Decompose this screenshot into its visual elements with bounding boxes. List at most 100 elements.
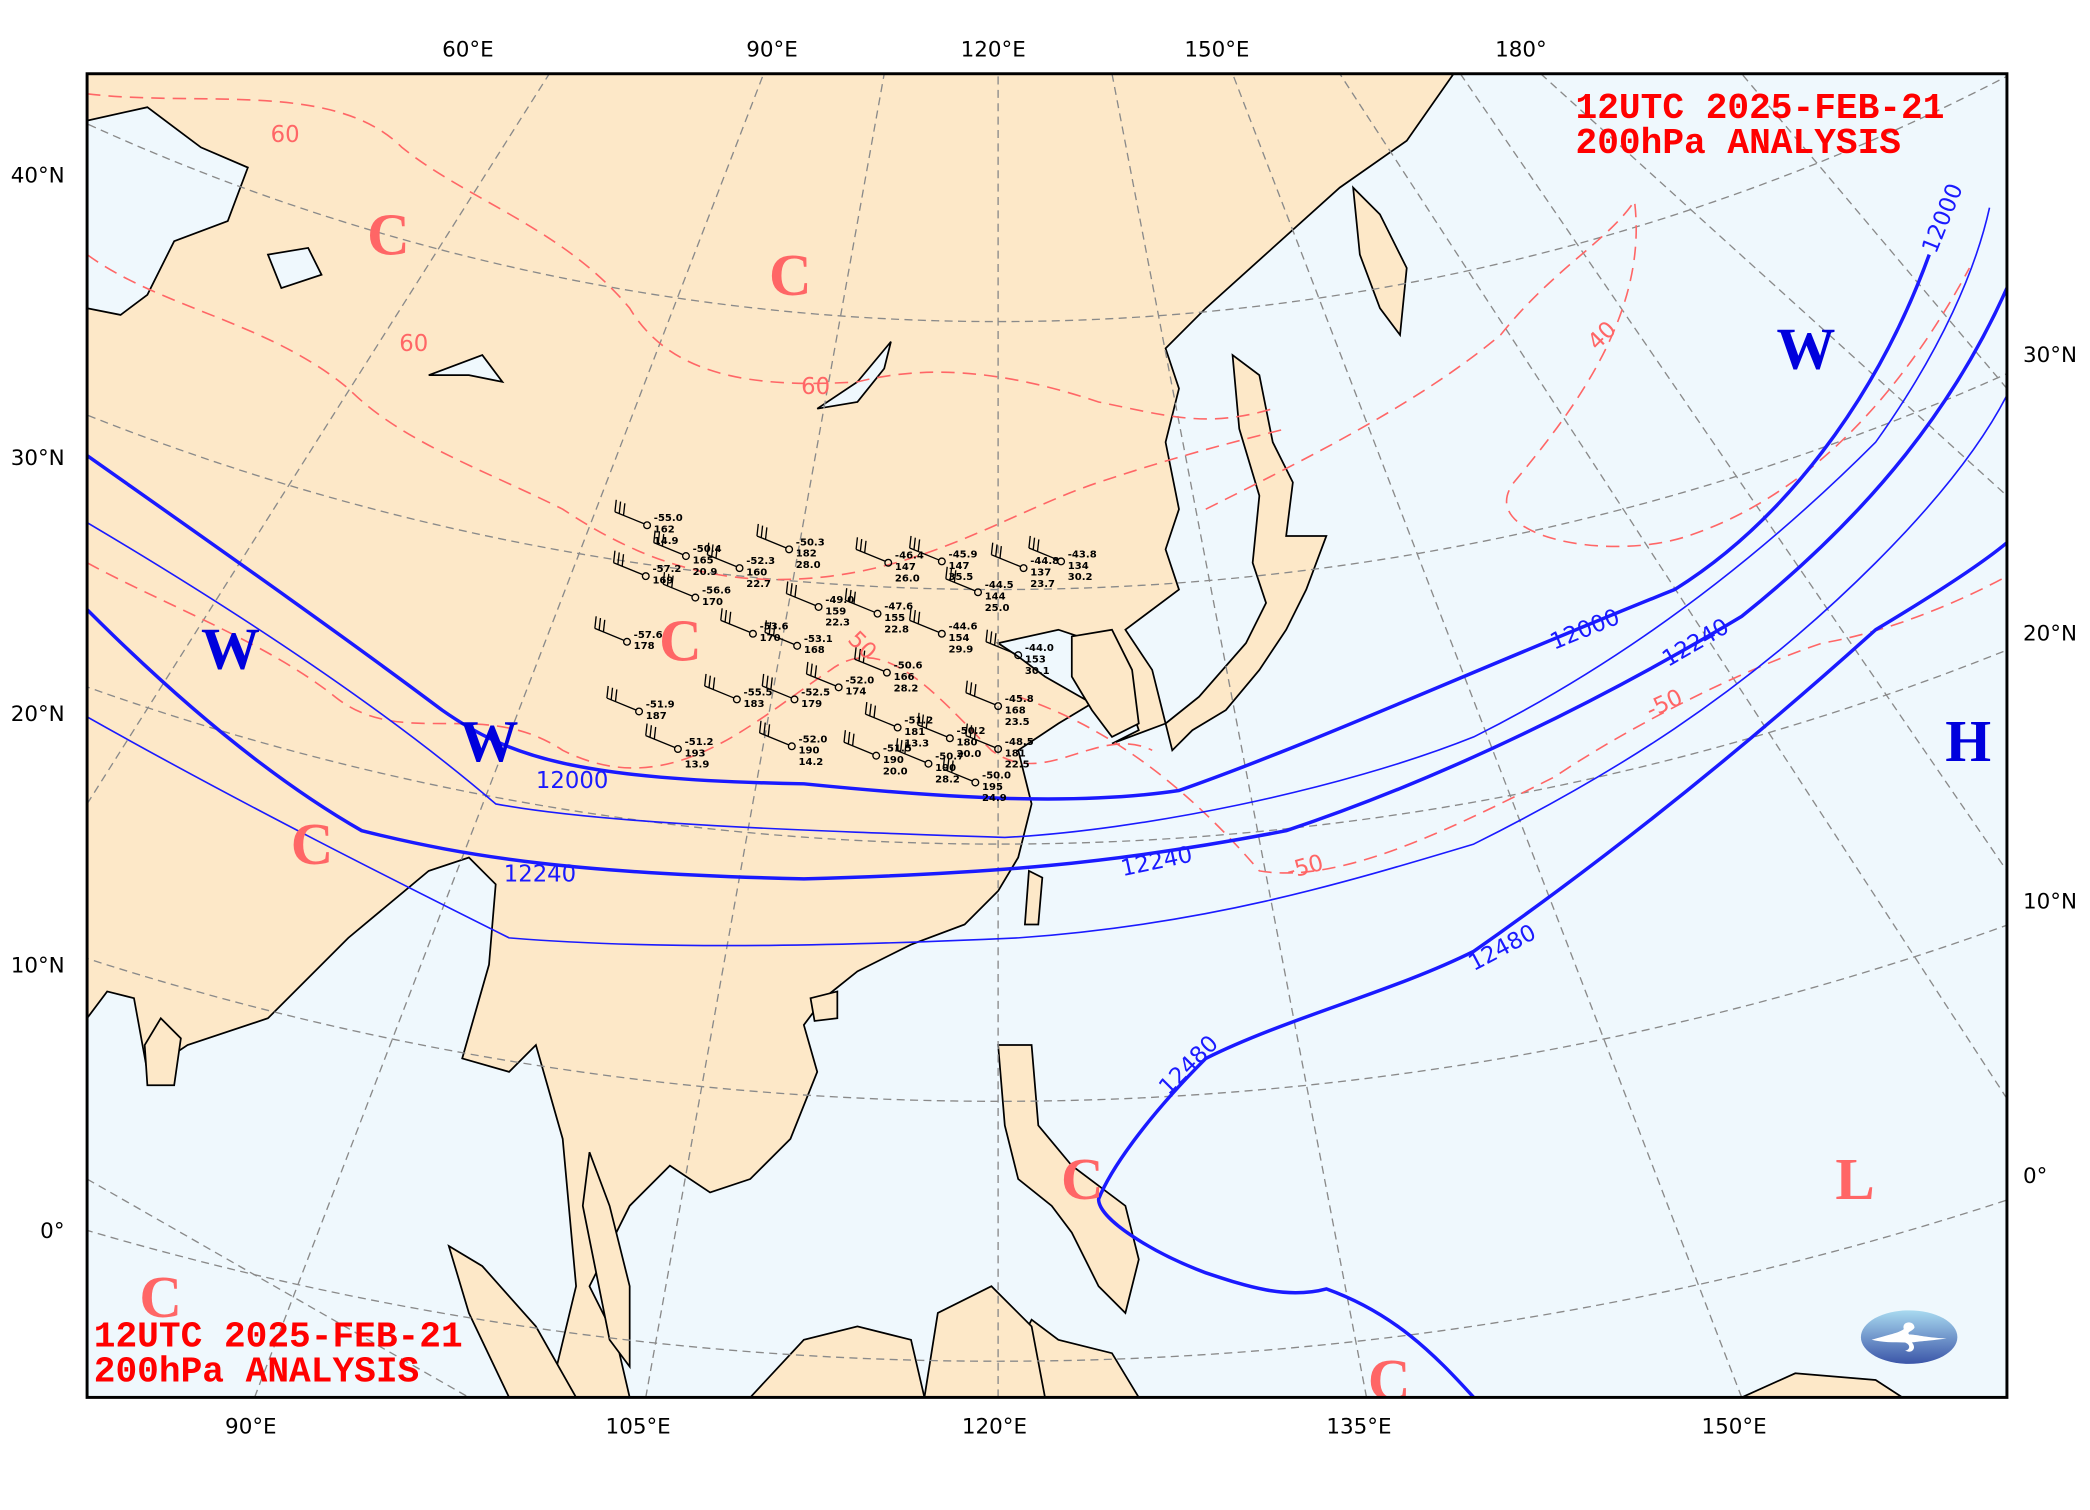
wind-barb [917,712,920,725]
wind-barb [772,623,776,636]
wind-barb-staff [613,562,644,576]
station-height: 182 [796,549,817,560]
wind-barb-staff [942,768,973,782]
station-plots: -55.016214.9-50.416520.9-52.316022.7-50.… [594,499,1097,804]
bottom-label: 120°E [962,1415,1027,1440]
station-circle [834,683,843,692]
station-temperature: -50.6 [894,661,923,672]
wind-barb-staff [662,583,693,597]
wind-barb-staff [909,619,940,634]
malay-peninsula [581,1151,631,1370]
station-height: 162 [654,525,675,536]
station-dewpoint-depression: 23.5 [1005,717,1030,728]
cold-center-marker: C [139,1264,182,1330]
wind-barb [973,684,977,697]
station-height: 147 [949,561,970,572]
station-temperature: -50.0 [982,770,1011,781]
station-height: 170 [702,597,723,608]
japan [1164,353,1328,753]
wind-barb [617,552,620,565]
left-label: 30°N [11,446,65,471]
station-temperature: -48.5 [1005,737,1034,748]
wind-barb-staff [865,713,896,727]
wind-barb [895,738,899,751]
station-circle [1057,557,1066,566]
wind-barb [805,661,809,675]
station-height: 168 [1005,705,1026,716]
station-height: 181 [1005,748,1026,759]
station-temperature: -52.5 [801,687,830,698]
title-top-right-line2: 200hPa ANALYSIS [1576,123,1901,164]
station-circle [937,557,946,566]
wind-barb [764,620,767,633]
new-guinea [1741,1372,1905,1398]
station-dewpoint-depression: 13.9 [685,760,710,771]
lake-baikal [816,341,892,410]
wind-barb [760,525,764,538]
station-height: 193 [685,748,706,759]
station-circle [945,734,954,743]
station-circle [884,558,893,567]
wind-barb [917,539,921,552]
wind-barb [649,725,653,738]
station-circle [641,572,650,581]
station-circle [937,629,946,638]
wind-barb [756,523,759,537]
cold-center-marker: C [1061,1146,1104,1212]
wind-barb [758,720,762,733]
wind-barb-staff [843,741,874,755]
wind-barb [763,722,766,735]
station-dewpoint-depression: 22.3 [825,618,850,629]
wind-barb [853,591,856,604]
axis-labels: 60°E 90°E 120°E 150°E 180° 90°E 105°E 12… [11,37,2077,1439]
wind-barb [965,680,968,693]
wind-barb [661,534,665,547]
station-height: 155 [884,613,905,624]
wind-barb [1028,535,1031,549]
lake-balkhash [428,354,505,384]
wind-barb [612,550,616,563]
wind-barb [602,619,606,632]
wind-barb [855,537,859,550]
wind-barb-staff [806,673,837,687]
station-dewpoint-depression: 28.2 [935,774,960,785]
top-label: 180° [1495,37,1547,62]
station-temperature: -52.3 [746,556,775,567]
cwa-logo-icon [1860,1310,1958,1364]
warm-center-marker: W [201,616,260,682]
wind-barb [666,573,670,586]
station-temperature: -45.8 [1005,694,1034,705]
station-height: 178 [634,641,655,652]
station-temperature: -44.6 [949,622,978,633]
contour-12360 [87,394,2007,947]
wind-barb [622,503,626,516]
wind-barb [614,499,617,512]
station-height: 154 [949,633,970,644]
wind-barb [909,535,912,549]
isotherm-label: 60 [271,122,300,148]
station-circle [790,695,799,704]
wind-barb [848,589,852,603]
cold-center-marker: C [659,608,702,674]
bottom-label: 135°E [1326,1415,1391,1440]
station-height: 187 [646,711,667,722]
wind-barb-staff [707,554,738,568]
cold-center-marker: C [291,811,334,877]
top-label: 60°E [442,37,494,62]
wind-barb-staff [762,685,793,699]
wind-barb [606,685,609,699]
wind-barb [790,583,793,596]
station-circle [1019,564,1028,573]
station-temperature: -51.9 [646,699,675,710]
station-temperature: -44.5 [985,580,1014,591]
station-temperature: -45.9 [949,549,978,560]
